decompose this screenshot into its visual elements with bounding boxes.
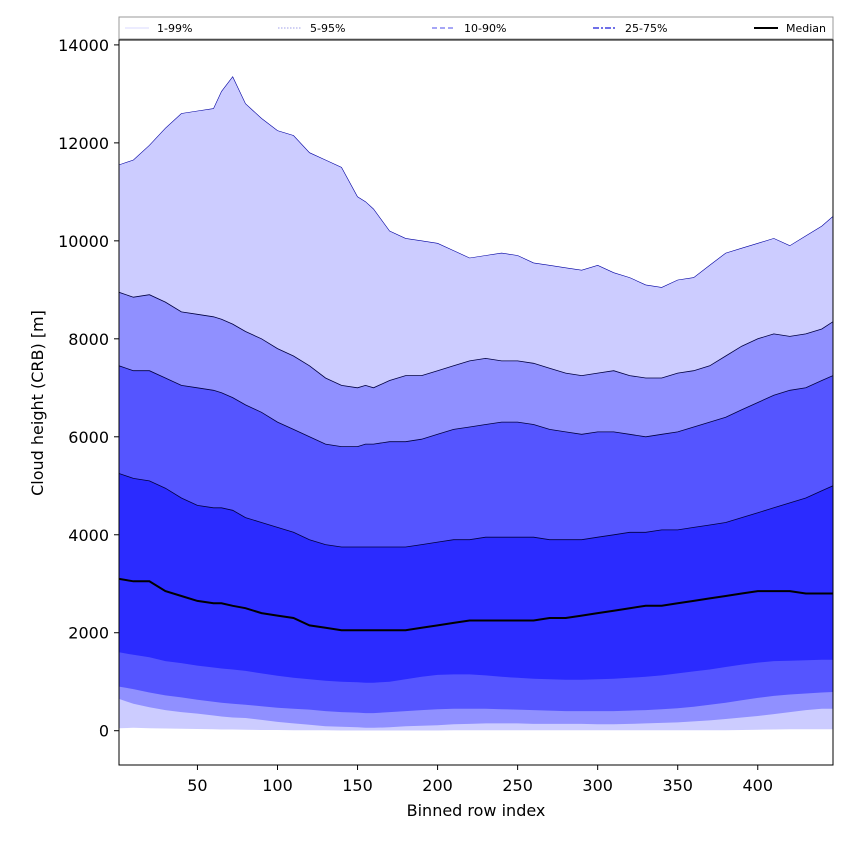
x-tick-label: 350 — [662, 776, 693, 795]
band-edge-5-95 — [119, 291, 833, 389]
y-tick-label: 0 — [99, 722, 109, 741]
band-edge-10-90 — [119, 365, 833, 447]
x-tick-label: 200 — [422, 776, 453, 795]
legend-label-5-95: 5-95% — [310, 22, 345, 35]
y-tick-label: 8000 — [68, 330, 109, 349]
legend-label-1-99: 1-99% — [157, 22, 192, 35]
legend-box — [118, 16, 834, 40]
x-tick-label: 100 — [262, 776, 293, 795]
x-axis-label: Binned row index — [407, 801, 546, 820]
x-axis: 50 100 150 200 250 300 350 400 — [187, 765, 773, 795]
plot-frame — [118, 39, 834, 766]
band-edge-25-75 — [119, 473, 833, 548]
bands-layer — [119, 76, 833, 731]
legend-label-10-90: 10-90% — [464, 22, 506, 35]
y-tick-label: 4000 — [68, 526, 109, 545]
y-tick-label: 6000 — [68, 428, 109, 447]
y-axis: 0 2000 4000 6000 8000 10000 12000 14000 — [58, 36, 119, 741]
x-tick-label: 250 — [502, 776, 533, 795]
band-edge-1-99 — [119, 76, 833, 288]
legend-label-25-75: 25-75% — [625, 22, 667, 35]
y-tick-label: 14000 — [58, 36, 109, 55]
y-tick-label: 10000 — [58, 232, 109, 251]
legend-label-median: Median — [786, 22, 826, 35]
x-tick-label: 400 — [742, 776, 773, 795]
legend: 1-99% 5-95% 10-90% 25-75% Median — [118, 16, 834, 40]
band-25-75 — [119, 473, 833, 683]
y-tick-label: 12000 — [58, 134, 109, 153]
median-line — [119, 577, 833, 632]
x-tick-label: 50 — [187, 776, 207, 795]
x-tick-label: 300 — [582, 776, 613, 795]
x-tick-label: 150 — [342, 776, 373, 795]
y-tick-label: 2000 — [68, 624, 109, 643]
y-axis-label: Cloud height (CRB) [m] — [28, 310, 47, 496]
